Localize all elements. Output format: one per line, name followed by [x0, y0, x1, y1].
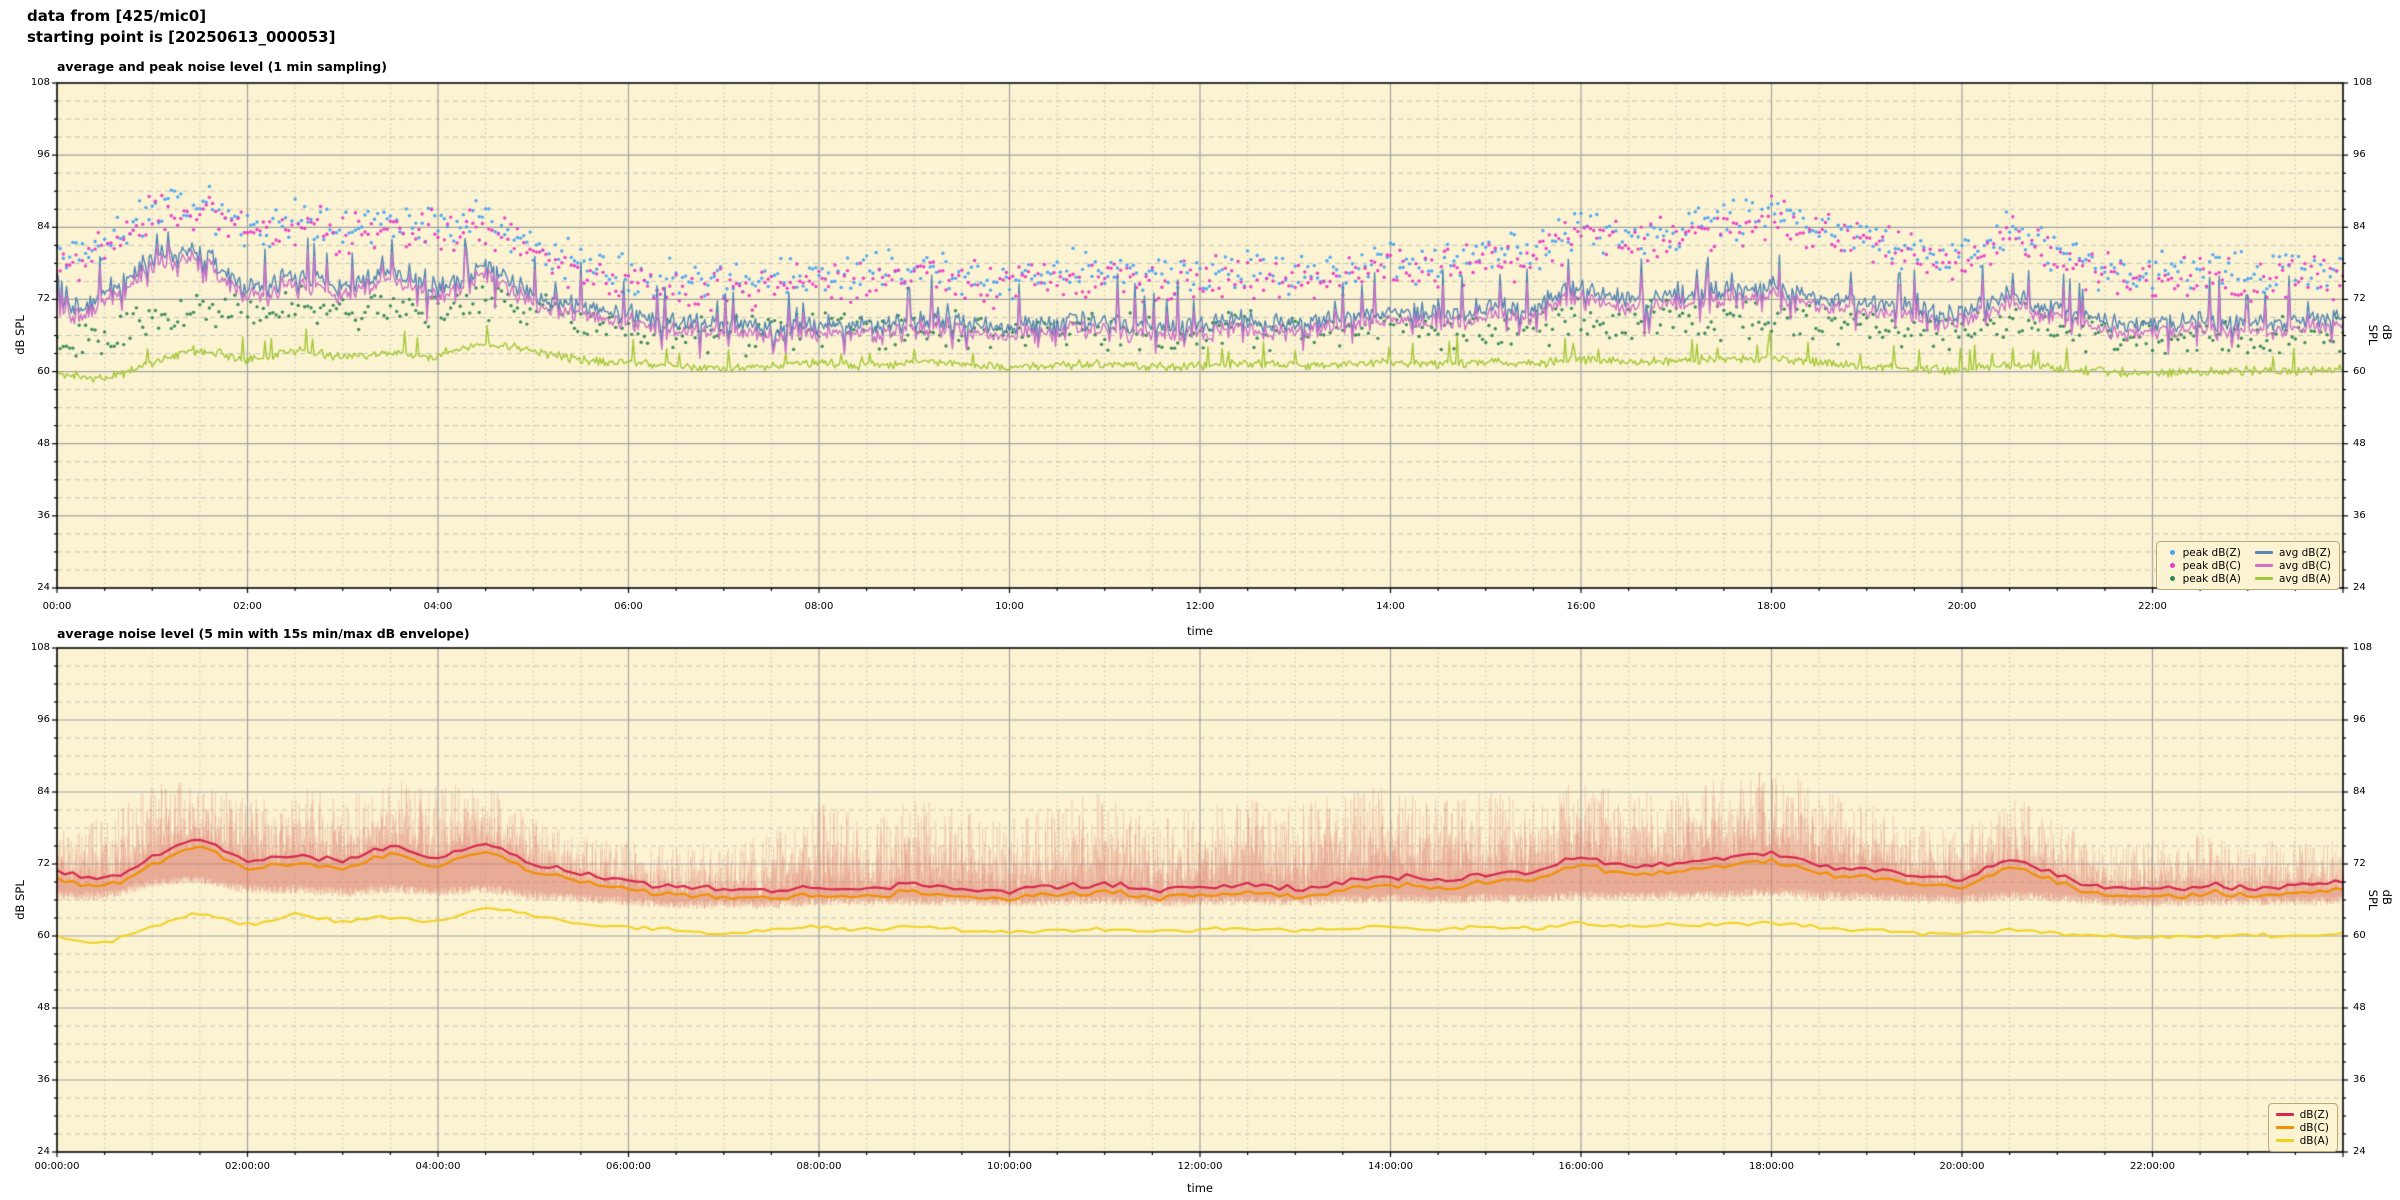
y-tick-label-left: 36 [37, 509, 50, 521]
scatter-marker-icon [2169, 576, 2175, 581]
y-tick-label-right: 48 [2353, 437, 2366, 449]
legend-label: avg dB(Z) [2278, 546, 2331, 559]
x-tick-label: 04:00:00 [415, 1161, 461, 1172]
y-tick-label-right: 36 [2353, 1074, 2366, 1085]
x-tick-label: 06:00:00 [606, 1161, 651, 1172]
x-tick-label: 12:00 [1185, 601, 1215, 612]
x-tick-label: 02:00:00 [225, 1161, 270, 1172]
y-tick-label-right: 72 [2353, 293, 2366, 305]
line-swatch-icon [2254, 550, 2273, 555]
legend-label: dB(C) [2299, 1121, 2329, 1134]
x-tick-label: 22:00 [2138, 601, 2167, 612]
top-chart-title: average and peak noise level (1 min samp… [57, 59, 387, 74]
scatter-marker-icon [2169, 550, 2175, 555]
y-tick-label-right: 96 [2353, 714, 2366, 725]
y-tick-label-right: 36 [2353, 509, 2366, 521]
y-tick-label-right: 84 [2353, 786, 2366, 797]
bottom-ylabel-right: dB SPL [2366, 889, 2394, 911]
line-swatch-icon [2254, 576, 2273, 581]
legend-item-peak-db-c-: peak dB(C) [2164, 560, 2241, 572]
y-tick-label-right: 24 [2353, 1146, 2366, 1157]
legend-label: dB(Z) [2299, 1108, 2329, 1121]
y-tick-label-left: 48 [37, 437, 50, 449]
line-swatch-icon [2275, 1112, 2294, 1117]
x-tick-label: 22:00:00 [2130, 1161, 2175, 1172]
x-tick-label: 04:00 [423, 601, 453, 612]
x-tick-label: 00:00 [42, 601, 72, 612]
legend-item-peak-db-z-: peak dB(Z) [2164, 547, 2241, 559]
legend-item-db-z-: dB(Z) [2275, 1108, 2329, 1121]
y-tick-label-left: 48 [37, 1002, 50, 1013]
y-tick-label-left: 108 [30, 642, 50, 653]
y-tick-label-left: 24 [37, 582, 50, 593]
top-xlabel: time [1187, 624, 1213, 638]
y-tick-label-left: 96 [37, 149, 50, 161]
y-tick-label-left: 36 [37, 1074, 50, 1085]
x-tick-label: 02:00 [233, 601, 262, 612]
scatter-marker-icon [2169, 563, 2175, 568]
y-tick-label-left: 72 [37, 293, 50, 305]
bottom-chart-legend: dB(Z) dB(C) dB(A) [2267, 1103, 2338, 1152]
x-tick-label: 16:00:00 [1558, 1161, 1604, 1172]
header-line-start: starting point is [20250613_000053] [27, 28, 336, 46]
top-chart-legend: peak dB(Z) avg dB(Z) peak dB(C) avg dB(C) pe… [2155, 541, 2340, 590]
legend-label: peak dB(C) [2182, 559, 2241, 572]
legend-item-avg-db-z-: avg dB(Z) [2254, 546, 2331, 559]
y-tick-label-left: 24 [37, 1146, 50, 1157]
line-swatch-icon [2275, 1138, 2294, 1143]
legend-label: peak dB(Z) [2182, 546, 2241, 559]
top-ylabel-left: dB SPL [13, 315, 27, 355]
y-tick-label-left: 60 [37, 365, 50, 377]
legend-item-peak-db-a-: peak dB(A) [2164, 573, 2241, 585]
legend-label: dB(A) [2299, 1134, 2329, 1147]
x-tick-label: 18:00 [1757, 601, 1786, 612]
legend-item-avg-db-a-: avg dB(A) [2254, 572, 2331, 585]
y-tick-label-right: 96 [2353, 149, 2366, 161]
header-line-source: data from [425/mic0] [27, 7, 207, 25]
y-tick-label-left: 96 [37, 714, 50, 725]
line-swatch-icon [2254, 563, 2273, 568]
y-tick-label-right: 72 [2353, 858, 2366, 869]
legend-label: avg dB(C) [2278, 559, 2331, 572]
y-tick-label-right: 48 [2353, 1002, 2366, 1013]
x-tick-label: 10:00 [995, 601, 1024, 612]
y-tick-label-right: 108 [2353, 77, 2373, 88]
y-tick-label-left: 108 [30, 77, 50, 88]
x-tick-label: 14:00:00 [1368, 1161, 1413, 1172]
x-tick-label: 18:00:00 [1749, 1161, 1794, 1172]
x-tick-label: 14:00 [1376, 601, 1405, 612]
bottom-xlabel: time [1187, 1181, 1213, 1195]
x-tick-label: 08:00 [804, 601, 834, 612]
y-tick-label-right: 60 [2353, 365, 2366, 377]
y-tick-label-right: 24 [2353, 582, 2366, 593]
y-tick-label-right: 60 [2353, 930, 2366, 941]
y-tick-label-right: 84 [2353, 221, 2366, 233]
x-tick-label: 20:00 [1947, 601, 1977, 612]
y-tick-label-left: 84 [37, 221, 50, 233]
y-tick-label-left: 60 [37, 930, 50, 941]
x-tick-label: 08:00:00 [796, 1161, 842, 1172]
x-tick-label: 10:00:00 [987, 1161, 1032, 1172]
y-tick-label-right: 108 [2353, 642, 2373, 653]
x-tick-label: 20:00:00 [1939, 1161, 1985, 1172]
legend-item-avg-db-c-: avg dB(C) [2254, 559, 2331, 572]
x-tick-label: 12:00:00 [1177, 1161, 1223, 1172]
x-tick-label: 06:00 [614, 601, 643, 612]
legend-item-db-c-: dB(C) [2275, 1121, 2329, 1134]
bottom-ylabel-left: dB SPL [13, 880, 27, 920]
legend-label: peak dB(A) [2182, 572, 2241, 585]
y-tick-label-left: 84 [37, 786, 50, 797]
legend-label: avg dB(A) [2278, 572, 2331, 585]
legend-item-db-a-: dB(A) [2275, 1134, 2329, 1147]
bottom-chart-title: average noise level (5 min with 15s min/… [57, 626, 470, 641]
y-tick-label-left: 72 [37, 858, 50, 869]
x-tick-label: 00:00:00 [34, 1161, 80, 1172]
top-ylabel-right: dB SPL [2366, 324, 2394, 346]
line-swatch-icon [2275, 1125, 2294, 1130]
x-tick-label: 16:00 [1566, 601, 1596, 612]
